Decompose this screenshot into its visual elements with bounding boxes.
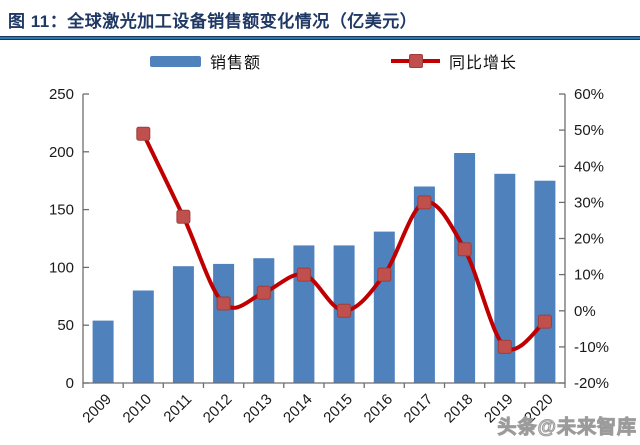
left-axis-tick-label: 50 bbox=[57, 317, 74, 334]
bar-2013 bbox=[253, 258, 275, 383]
right-axis-tick-label: 60% bbox=[574, 86, 604, 103]
x-axis-year-label: 2017 bbox=[401, 391, 437, 427]
title-underline bbox=[0, 36, 640, 40]
x-axis-year-label: 2009 bbox=[79, 391, 115, 427]
bar-2016 bbox=[373, 231, 395, 383]
growth-legend-line-icon bbox=[391, 54, 440, 68]
bar-2014 bbox=[293, 245, 315, 383]
right-axis-tick-label: 20% bbox=[574, 231, 604, 248]
right-axis-tick-label: 40% bbox=[574, 158, 604, 175]
bar-2011 bbox=[172, 266, 194, 383]
marker-2014 bbox=[296, 267, 311, 282]
right-axis-tick-label: 10% bbox=[574, 267, 604, 284]
marker-2015 bbox=[337, 303, 352, 318]
marker-2019 bbox=[497, 339, 512, 354]
bar-2012 bbox=[213, 263, 235, 383]
sales-legend-label: 销售额 bbox=[210, 55, 262, 72]
growth-markers bbox=[136, 126, 552, 354]
legend-item-growth: 同比增长 bbox=[391, 52, 518, 72]
growth-legend-marker-icon bbox=[409, 54, 423, 68]
bar-2009 bbox=[92, 320, 114, 383]
axes bbox=[82, 93, 566, 388]
legend-item-sales: 销售额 bbox=[150, 52, 262, 72]
left-axis-tick-label: 0 bbox=[66, 375, 74, 392]
left-axis-tick-label: 150 bbox=[49, 202, 74, 219]
right-axis-tick-label: -20% bbox=[574, 375, 609, 392]
marker-2010 bbox=[136, 126, 151, 141]
marker-2013 bbox=[256, 285, 271, 300]
right-axis-tick-label: -10% bbox=[574, 339, 609, 356]
sales-bars bbox=[92, 153, 556, 383]
marker-2012 bbox=[216, 296, 231, 311]
bar-2010 bbox=[132, 290, 154, 383]
marker-2011 bbox=[176, 209, 191, 224]
x-axis-year-label: 2012 bbox=[200, 391, 236, 427]
right-axis-tick-label: 30% bbox=[574, 194, 604, 211]
left-axis-tick-label: 200 bbox=[49, 144, 74, 161]
x-axis-year-label: 2010 bbox=[120, 391, 156, 427]
watermark: 头条@未来智库 bbox=[497, 417, 637, 439]
marker-2017 bbox=[417, 195, 432, 210]
chart-legend: 销售额 同比增长 bbox=[0, 52, 640, 72]
x-axis-year-label: 2011 bbox=[160, 391, 195, 426]
right-axis-tick-label: 0% bbox=[574, 303, 596, 320]
x-axis-year-label: 2016 bbox=[361, 391, 397, 427]
right-axis-tick-label: 50% bbox=[574, 122, 604, 139]
x-axis-year-label: 2015 bbox=[320, 391, 356, 427]
x-axis-year-label: 2018 bbox=[441, 391, 477, 427]
x-axis-year-label: 2014 bbox=[280, 391, 316, 427]
bar-2020 bbox=[534, 180, 556, 383]
growth-legend-label: 同比增长 bbox=[449, 55, 518, 72]
figure-title: 图 11：全球激光加工设备销售额变化情况（亿美元） bbox=[8, 12, 418, 31]
marker-2018 bbox=[457, 242, 472, 257]
left-axis-tick-label: 250 bbox=[49, 86, 74, 103]
marker-2020 bbox=[537, 314, 552, 329]
marker-2016 bbox=[377, 267, 392, 282]
left-axis-tick-label: 100 bbox=[49, 259, 74, 276]
x-axis-year-label: 2013 bbox=[240, 391, 276, 427]
sales-legend-swatch-icon bbox=[150, 55, 201, 67]
bar-2018 bbox=[454, 153, 476, 383]
bar-2019 bbox=[494, 173, 516, 383]
bar-2017 bbox=[413, 186, 435, 383]
